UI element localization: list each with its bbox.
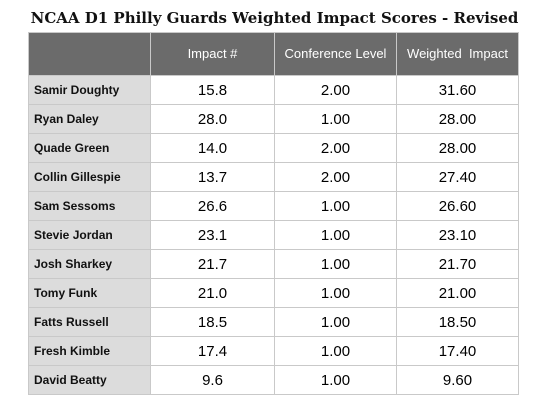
conference-level-cell: 2.00 [274,162,397,192]
player-name-cell: Quade Green [28,133,151,163]
weighted-impact-cell: 18.50 [396,307,519,337]
player-name-cell: Tomy Funk [28,278,151,308]
weighted-impact-cell: 27.40 [396,162,519,192]
impact-cell: 17.4 [150,336,275,366]
weighted-impact-cell: 28.00 [396,133,519,163]
conference-level-cell: 1.00 [274,336,397,366]
table-header: Impact # Conference Level Weighted Impac… [28,32,519,76]
table-row: Tomy Funk 21.0 1.00 21.00 [28,278,519,308]
table-body: Samir Doughty 15.8 2.00 31.60 Ryan Daley 28.0… [28,75,519,395]
player-name-cell: Samir Doughty [28,75,151,105]
header-row: Impact # Conference Level Weighted Impac… [28,32,519,76]
player-name-cell: Fatts Russell [28,307,151,337]
weighted-impact-cell: 9.60 [396,365,519,395]
player-name-cell: Sam Sessoms [28,191,151,221]
conference-level-cell: 1.00 [274,365,397,395]
header-impact: Impact # [150,32,275,76]
player-name-cell: Josh Sharkey [28,249,151,279]
impact-scores-table: Impact # Conference Level Weighted Impac… [28,32,519,395]
table-row: Josh Sharkey 21.7 1.00 21.70 [28,249,519,279]
weighted-impact-cell: 28.00 [396,104,519,134]
table-row: Ryan Daley 28.0 1.00 28.00 [28,104,519,134]
conference-level-cell: 1.00 [274,191,397,221]
impact-cell: 21.7 [150,249,275,279]
table-row: Quade Green 14.0 2.00 28.00 [28,133,519,163]
table-row: Stevie Jordan 23.1 1.00 23.10 [28,220,519,250]
impact-cell: 23.1 [150,220,275,250]
table-row: Sam Sessoms 26.6 1.00 26.60 [28,191,519,221]
conference-level-cell: 1.00 [274,104,397,134]
weighted-impact-cell: 31.60 [396,75,519,105]
impact-cell: 15.8 [150,75,275,105]
conference-level-cell: 1.00 [274,249,397,279]
player-name-cell: David Beatty [28,365,151,395]
impact-cell: 14.0 [150,133,275,163]
player-name-cell: Fresh Kimble [28,336,151,366]
player-name-cell: Collin Gillespie [28,162,151,192]
table-row: Fresh Kimble 17.4 1.00 17.40 [28,336,519,366]
player-name-cell: Ryan Daley [28,104,151,134]
table-row: Samir Doughty 15.8 2.00 31.60 [28,75,519,105]
header-conference-level: Conference Level [274,32,397,76]
player-name-cell: Stevie Jordan [28,220,151,250]
impact-cell: 21.0 [150,278,275,308]
conference-level-cell: 1.00 [274,278,397,308]
impact-cell: 28.0 [150,104,275,134]
table-row: Fatts Russell 18.5 1.00 18.50 [28,307,519,337]
table-row: David Beatty 9.6 1.00 9.60 [28,365,519,395]
table-title: NCAA D1 Philly Guards Weighted Impact Sc… [30,9,519,27]
conference-level-cell: 2.00 [274,133,397,163]
conference-level-cell: 1.00 [274,307,397,337]
impact-cell: 9.6 [150,365,275,395]
header-corner-cell [28,32,151,76]
impact-cell: 18.5 [150,307,275,337]
weighted-impact-cell: 21.70 [396,249,519,279]
conference-level-cell: 2.00 [274,75,397,105]
weighted-impact-cell: 23.10 [396,220,519,250]
weighted-impact-cell: 17.40 [396,336,519,366]
weighted-impact-cell: 26.60 [396,191,519,221]
impact-cell: 13.7 [150,162,275,192]
conference-level-cell: 1.00 [274,220,397,250]
impact-cell: 26.6 [150,191,275,221]
table-row: Collin Gillespie 13.7 2.00 27.40 [28,162,519,192]
header-weighted-impact: Weighted Impact [396,32,519,76]
weighted-impact-cell: 21.00 [396,278,519,308]
